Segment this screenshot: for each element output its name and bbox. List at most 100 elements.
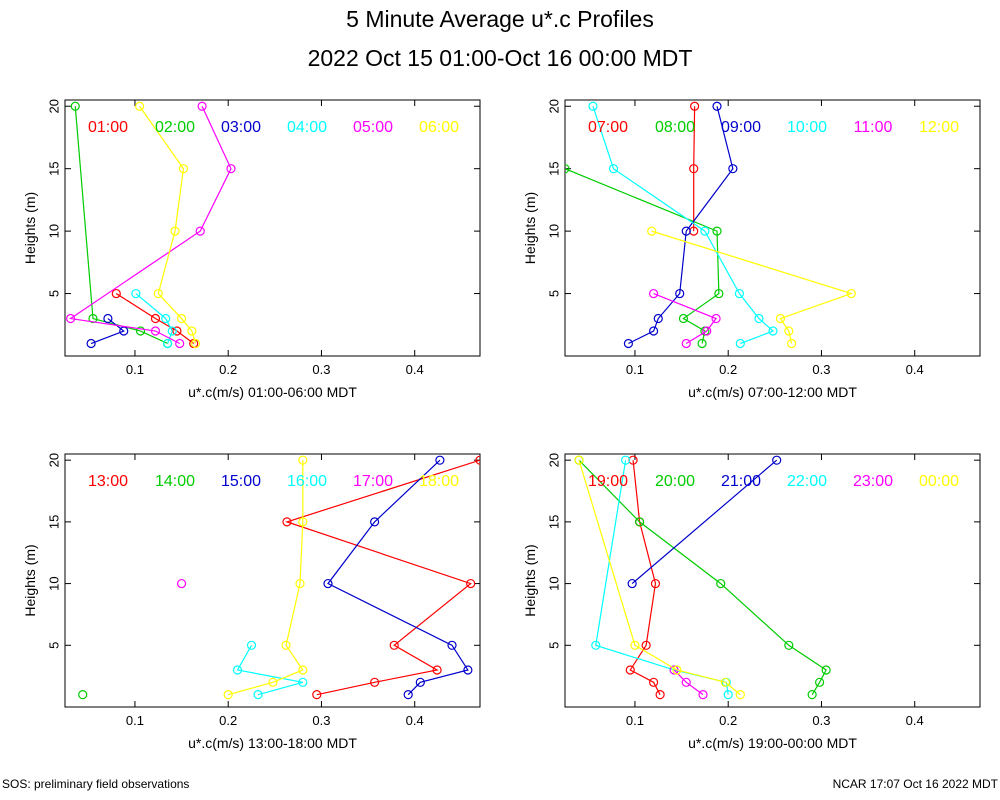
series-line-0400 [135, 293, 173, 344]
y-axis-label: Heights (m) [522, 192, 538, 264]
data-point-2300 [681, 677, 691, 687]
data-point-1800 [268, 677, 278, 687]
data-point-1800 [298, 665, 308, 675]
data-point-0600 [153, 288, 163, 299]
data-point-1100 [648, 288, 659, 299]
data-point-1900 [655, 690, 665, 700]
data-point-1200 [775, 313, 786, 324]
data-point-0400 [131, 288, 141, 299]
data-point-1800 [298, 517, 308, 527]
legend-entry: 05:00 [353, 119, 393, 136]
legend-entry: 04:00 [287, 119, 327, 136]
panel-4: 0.1 0.2 0.3 0.4 5 10 15 20 u*.c(m/s) 19:00-00:00… [522, 453, 981, 751]
series-line-2100 [631, 459, 778, 585]
data-point-1000 [588, 101, 598, 111]
x-tick-label: 0.2 [219, 362, 237, 377]
data-point-0900 [648, 326, 659, 336]
y-tick-label: 5 [46, 642, 61, 649]
y-axis-label: Heights (m) [22, 192, 38, 264]
legend-entry: 01:00 [88, 119, 128, 136]
series-group [65, 101, 236, 349]
legend-entry: 18:00 [419, 473, 459, 490]
y-tick-label: 15 [46, 515, 61, 529]
data-point-0600 [178, 164, 189, 174]
data-point-1200 [784, 326, 794, 336]
legend-entry: 13:00 [88, 473, 128, 490]
series-line-0700 [693, 106, 696, 232]
data-point-0100 [172, 326, 182, 336]
plot-frame [564, 453, 981, 708]
data-point-1600 [253, 690, 263, 700]
data-point-1300 [389, 640, 399, 650]
data-point-1100 [681, 338, 691, 349]
data-point-2200 [723, 690, 733, 700]
data-point-1800 [223, 690, 233, 700]
data-point-1500 [415, 677, 425, 687]
data-point-0100 [111, 288, 121, 299]
legend-entry: 17:00 [353, 473, 393, 490]
data-point-2100 [772, 455, 782, 465]
data-point-1600 [298, 677, 308, 687]
data-point-1300 [432, 665, 442, 675]
series-line-1200 [651, 230, 854, 344]
x-tick-label: 0.4 [906, 713, 924, 728]
footer-source-note: SOS: preliminary field observations [2, 777, 190, 791]
x-tick-label: 0.2 [719, 362, 737, 377]
data-point-1800 [298, 455, 308, 465]
data-point-0900 [675, 288, 685, 299]
data-point-0500 [197, 101, 207, 111]
data-point-0200 [88, 313, 98, 324]
data-point-0000 [672, 665, 682, 675]
y-tick-label: 10 [46, 224, 61, 238]
y-tick-label: 20 [546, 99, 561, 113]
series-line-2200 [595, 460, 729, 695]
data-point-2300 [698, 690, 708, 700]
x-axis-label: u*.c(m/s) 07:00-12:00 MDT [688, 384, 857, 400]
data-point-0500 [150, 326, 161, 336]
data-point-2000 [814, 677, 825, 687]
data-point-0600 [135, 101, 145, 111]
data-point-2000 [821, 665, 831, 675]
data-point-1500 [370, 517, 380, 527]
legend-entry: 12:00 [919, 119, 959, 136]
y-tick-label: 5 [546, 642, 561, 649]
legend-entry: 00:00 [919, 473, 959, 490]
data-point-0800 [714, 288, 724, 299]
data-point-2100 [627, 578, 637, 589]
legend-entry: 23:00 [853, 473, 893, 490]
legend-entry: 11:00 [854, 119, 893, 136]
data-point-1200 [787, 338, 797, 349]
x-axis-label: u*.c(m/s) 19:00-00:00 MDT [688, 735, 857, 751]
legend-entry: 06:00 [419, 119, 459, 136]
x-tick-label: 0.3 [312, 713, 330, 728]
data-point-0600 [170, 226, 180, 236]
x-tick-label: 0.3 [812, 362, 830, 377]
legend-entry: 22:00 [787, 473, 827, 490]
data-point-0900 [712, 101, 722, 111]
data-point-0300 [86, 338, 96, 349]
y-tick-label: 20 [46, 99, 61, 113]
data-point-0700 [689, 164, 699, 174]
legend-entry: 15:00 [221, 473, 261, 490]
series-line-0100 [115, 293, 195, 344]
y-axis-label: Heights (m) [22, 544, 38, 616]
series-line-2000 [578, 459, 827, 695]
y-tick-label: 10 [546, 576, 561, 590]
y-tick-label: 10 [46, 576, 61, 590]
y-tick-label: 5 [46, 290, 61, 297]
y-tick-label: 20 [46, 453, 61, 467]
data-point-1300 [475, 455, 480, 465]
data-point-0600 [190, 338, 201, 349]
data-point-0000 [574, 455, 584, 465]
data-point-0800 [678, 313, 689, 324]
series-line-0000 [578, 459, 741, 696]
series-line-1300 [285, 459, 480, 696]
x-tick-label: 0.4 [906, 362, 924, 377]
data-point-0200 [135, 326, 146, 336]
data-point-1100 [702, 326, 712, 336]
data-point-0500 [226, 164, 236, 174]
data-point-2200 [591, 640, 601, 650]
series-group [78, 455, 480, 700]
data-point-0900 [681, 226, 691, 236]
data-point-1200 [647, 226, 657, 236]
